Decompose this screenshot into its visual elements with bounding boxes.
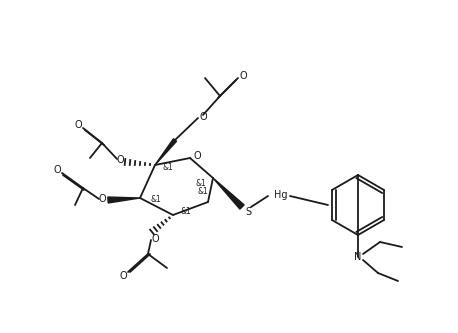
Text: O: O [116, 155, 124, 165]
Text: O: O [53, 165, 61, 175]
Text: O: O [119, 271, 127, 281]
Text: &1: &1 [197, 187, 208, 196]
Text: &1: &1 [163, 164, 174, 172]
Text: O: O [193, 151, 201, 161]
Text: &1: &1 [151, 195, 161, 204]
Text: O: O [98, 194, 106, 204]
Text: N: N [354, 252, 362, 262]
Text: O: O [74, 120, 82, 130]
Text: &1: &1 [180, 206, 191, 215]
Text: O: O [199, 112, 207, 122]
Text: &1: &1 [196, 179, 207, 188]
Text: S: S [245, 207, 251, 217]
Polygon shape [108, 197, 140, 203]
Text: O: O [239, 71, 247, 81]
Text: O: O [151, 234, 159, 244]
Polygon shape [155, 139, 177, 165]
Text: Hg: Hg [274, 190, 288, 200]
Polygon shape [213, 178, 244, 209]
